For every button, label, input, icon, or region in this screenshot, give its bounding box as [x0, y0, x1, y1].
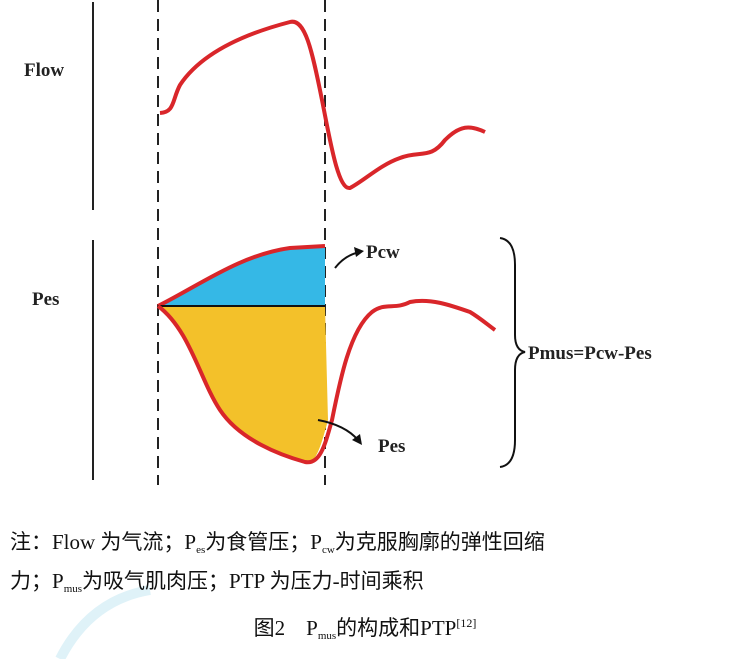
note-text: 注：Flow 为气流；P: [10, 530, 197, 554]
arrow-head: [354, 247, 364, 257]
caption-sub: mus: [317, 630, 337, 642]
label: Pcw: [366, 242, 400, 263]
label: Flow: [24, 60, 64, 81]
caption: 图2 Pmus的构成和PTP[12]: [0, 612, 730, 642]
label: Pes: [32, 289, 59, 310]
caption-text: 图2: [253, 616, 286, 640]
note-sub: es: [196, 544, 206, 556]
note-text: 为食管压；P: [205, 530, 322, 554]
note-text: 为克服胸廓的弹性回缩: [334, 530, 545, 554]
note-text: 力；P: [10, 569, 64, 593]
caption-ref: [12]: [456, 616, 477, 630]
pes-area: [158, 306, 328, 463]
caption-text: P: [306, 616, 318, 640]
label: Pes: [378, 436, 405, 457]
note-line: 力；Pmus为吸气肌肉压；PTP 为压力-时间乘积: [10, 565, 424, 595]
note-sub: mus: [63, 583, 83, 595]
brace: [499, 237, 526, 468]
arrow-head: [352, 434, 362, 445]
caption-text: 的构成和PTP: [336, 616, 457, 640]
note-sub: cw: [321, 544, 335, 556]
pcw-area: [158, 246, 325, 306]
note-line: 注：Flow 为气流；Pes为食管压；Pcw为克服胸廓的弹性回缩: [10, 526, 545, 556]
label: Pmus=Pcw-Pes: [528, 343, 652, 364]
flow-curve: [159, 19, 486, 190]
pes-curve: [156, 298, 497, 465]
note-text: 为吸气肌肉压；PTP 为压力-时间乘积: [82, 569, 424, 593]
pcw-curve: [157, 244, 326, 308]
watermark: [55, 585, 151, 659]
